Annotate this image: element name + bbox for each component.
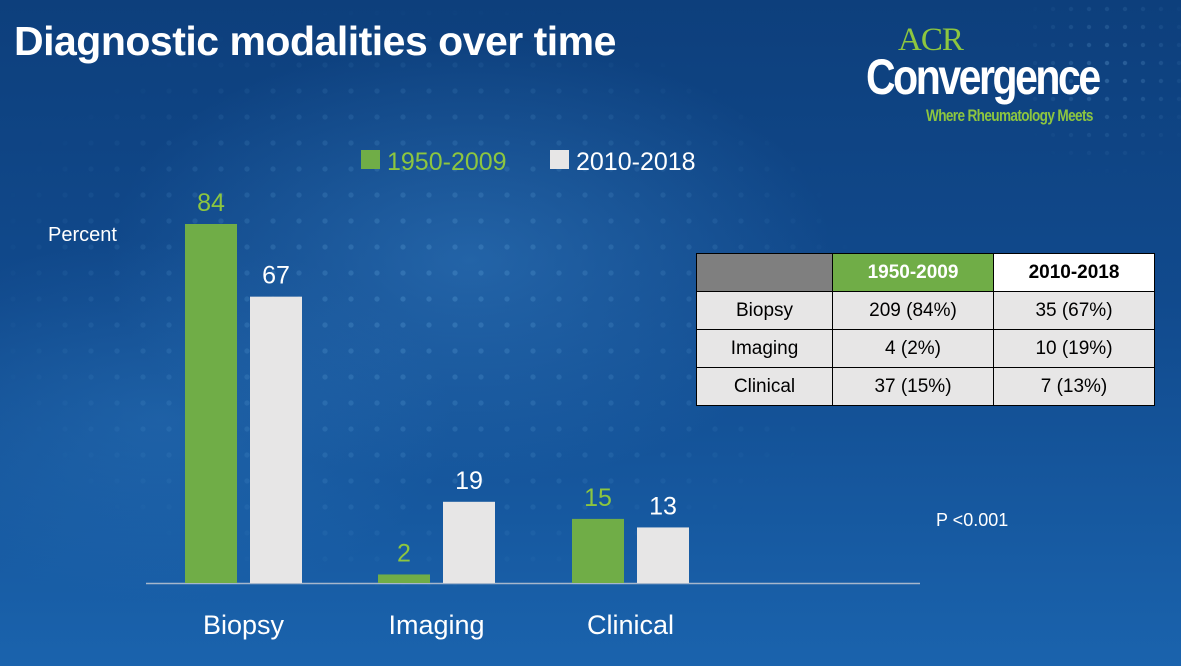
acr-convergence-logo: ACR Convergence Where Rheumatology Meets: [862, 22, 1132, 130]
table-header-1950-2009: 1950-2009: [832, 253, 994, 292]
data-label-biopsy-2010-2018: 67: [262, 262, 290, 290]
data-label-imaging-2010-2018: 19: [455, 467, 483, 495]
table-cell: Imaging: [696, 329, 833, 368]
y-axis-label: Percent: [48, 224, 117, 246]
table-header-row: 1950-2009 2010-2018: [696, 253, 1155, 292]
logo-convergence-text: Convergence: [866, 49, 1101, 105]
bar-clinical-1950-2009: [572, 518, 624, 583]
table-cell: Biopsy: [696, 291, 833, 330]
table-cell: 37 (15%): [832, 367, 994, 406]
legend-swatch-1950-2009: [361, 150, 380, 169]
x-tick-label-imaging: Imaging: [388, 610, 484, 640]
table-header-2010-2018: 2010-2018: [993, 253, 1155, 292]
table-row: Clinical 37 (15%) 7 (13%): [696, 367, 1155, 406]
table-cell: 4 (2%): [832, 329, 994, 368]
legend-label-1950-2009: 1950-2009: [387, 148, 507, 176]
table-cell: 35 (67%): [993, 291, 1155, 330]
counts-table: 1950-2009 2010-2018 Biopsy 209 (84%) 35 …: [696, 253, 1155, 406]
slide-title: Diagnostic modalities over time: [14, 18, 616, 64]
logo-acr-text: ACR: [898, 22, 964, 58]
data-label-imaging-1950-2009: 2: [397, 539, 411, 567]
table-row: Imaging 4 (2%) 10 (19%): [696, 329, 1155, 368]
data-label-clinical-1950-2009: 15: [584, 484, 612, 512]
bar-biopsy-2010-2018: [250, 296, 302, 583]
bar-imaging-1950-2009: [378, 574, 430, 583]
counts-table-container: 1950-2009 2010-2018 Biopsy 209 (84%) 35 …: [696, 253, 1155, 406]
table-cell: 10 (19%): [993, 329, 1155, 368]
x-tick-label-biopsy: Biopsy: [203, 610, 285, 640]
bar-imaging-2010-2018: [443, 501, 495, 583]
data-label-clinical-2010-2018: 13: [649, 492, 677, 520]
bar-clinical-2010-2018: [637, 527, 689, 583]
table-cell: 209 (84%): [832, 291, 994, 330]
x-tick-label-clinical: Clinical: [587, 610, 674, 640]
data-label-biopsy-1950-2009: 84: [197, 189, 225, 217]
logo-tagline: Where Rheumatology Meets: [926, 106, 1093, 125]
table-cell: Clinical: [696, 367, 833, 406]
table-cell: 7 (13%): [993, 367, 1155, 406]
table-row: Biopsy 209 (84%) 35 (67%): [696, 291, 1155, 330]
bar-biopsy-1950-2009: [185, 224, 237, 583]
legend-swatch-2010-2018: [550, 150, 569, 169]
p-value-note: P <0.001: [936, 510, 1009, 530]
table-header-blank: [696, 253, 833, 292]
legend-label-2010-2018: 2010-2018: [576, 148, 696, 176]
